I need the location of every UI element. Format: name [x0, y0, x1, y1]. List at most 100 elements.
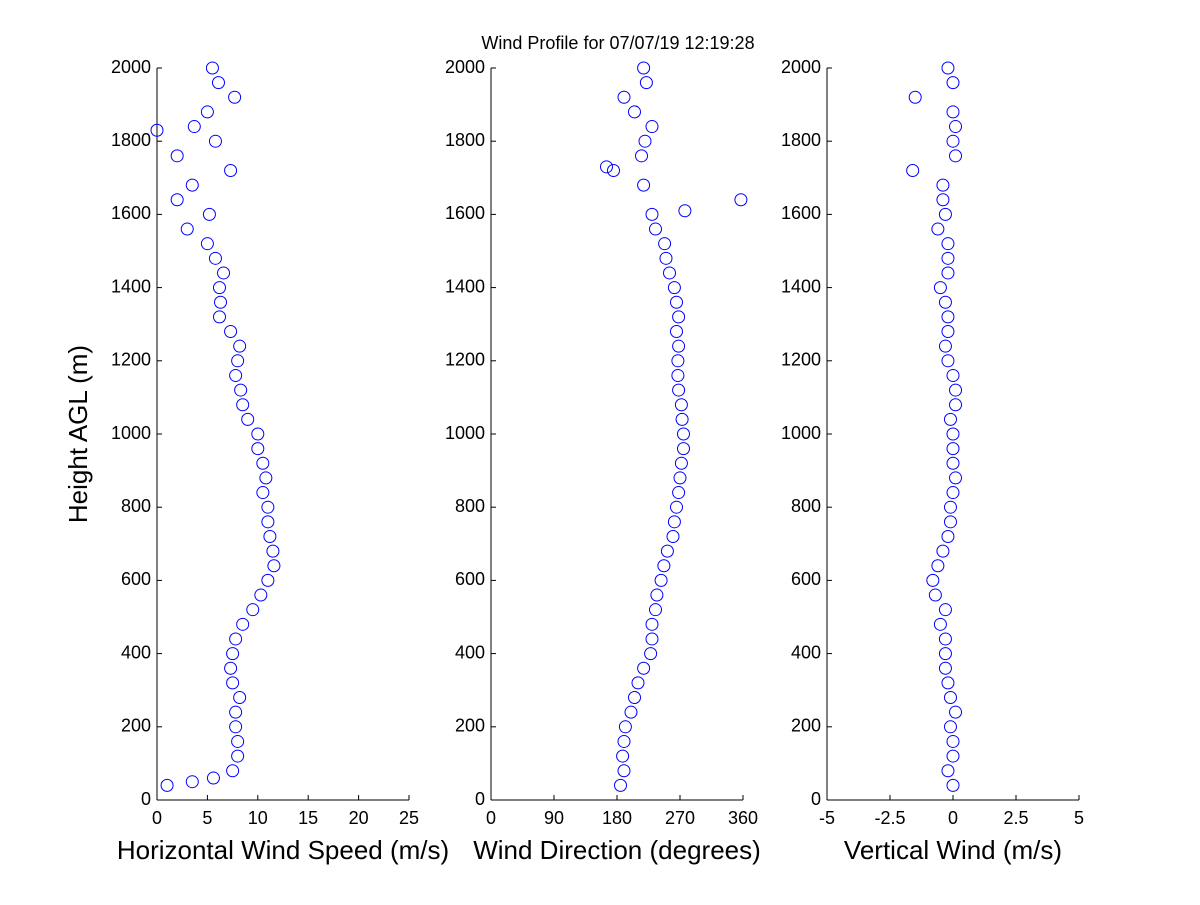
y-tick-label: 400	[121, 642, 151, 662]
data-point	[185, 775, 199, 789]
data-point	[628, 105, 641, 119]
y-tick-label: 1200	[781, 350, 821, 370]
y-tick-label: 1400	[111, 276, 151, 296]
y-tick-label: 200	[455, 716, 485, 736]
data-point	[654, 573, 668, 587]
data-point	[645, 632, 659, 646]
data-point	[631, 676, 645, 690]
data-point	[933, 617, 947, 631]
x-tick-label: -5	[819, 808, 835, 828]
data-point	[212, 281, 226, 295]
data-point	[246, 603, 260, 617]
data-point	[208, 251, 222, 265]
y-tick-label: 1600	[445, 203, 485, 223]
data-point	[617, 764, 631, 778]
data-point	[663, 266, 676, 280]
data-point	[928, 588, 942, 602]
data-point	[941, 354, 955, 368]
data-point	[259, 471, 273, 485]
data-point	[941, 237, 955, 251]
data-point	[231, 354, 245, 368]
x-tick-label: 0	[948, 808, 958, 828]
y-tick-label: 1000	[111, 423, 151, 443]
data-point	[212, 310, 226, 324]
x-tick-label: 15	[298, 808, 318, 828]
data-point	[208, 134, 222, 148]
y-tick-label: 0	[811, 789, 821, 809]
x-tick-label: -2.5	[874, 808, 905, 828]
data-point	[659, 251, 673, 265]
data-point	[672, 310, 686, 324]
data-point	[946, 734, 960, 748]
data-point	[233, 339, 247, 353]
y-tick-label: 1400	[445, 276, 485, 296]
data-point	[254, 588, 268, 602]
data-point	[906, 163, 920, 177]
data-point	[941, 266, 955, 280]
data-point	[256, 456, 270, 470]
data-point	[637, 178, 651, 192]
data-point	[617, 734, 631, 748]
data-point	[677, 442, 690, 456]
data-point	[670, 325, 683, 339]
data-point	[150, 123, 164, 137]
data-point	[263, 529, 277, 543]
data-point	[949, 383, 963, 397]
data-point	[229, 368, 243, 382]
data-point	[217, 266, 231, 280]
data-point	[637, 61, 651, 75]
data-point	[200, 237, 214, 251]
data-point	[931, 222, 945, 236]
y-tick-label: 1600	[111, 203, 151, 223]
data-point	[938, 661, 952, 675]
data-point	[938, 295, 952, 309]
data-point	[224, 163, 238, 177]
data-point	[941, 325, 955, 339]
data-point	[229, 705, 243, 719]
data-point	[228, 90, 242, 104]
data-point	[645, 207, 659, 221]
data-point	[667, 515, 681, 529]
data-point	[256, 486, 270, 500]
data-point	[649, 603, 662, 617]
data-point	[938, 647, 952, 661]
data-point	[671, 368, 685, 382]
data-point	[946, 76, 960, 90]
data-point	[936, 193, 950, 207]
data-point	[229, 720, 243, 734]
data-point	[624, 705, 638, 719]
data-point	[946, 105, 960, 119]
data-point	[261, 500, 275, 514]
data-point	[266, 544, 280, 558]
data-point	[226, 647, 240, 661]
data-point	[671, 354, 685, 368]
data-point	[943, 720, 957, 734]
x-tick-label: 20	[349, 808, 369, 828]
x-tick-label: 0	[152, 808, 162, 828]
data-point	[614, 778, 627, 792]
data-point	[231, 749, 245, 763]
y-tick-label: 1800	[111, 130, 151, 150]
data-point	[938, 603, 952, 617]
y-tick-label: 1200	[445, 350, 485, 370]
data-point	[251, 427, 265, 441]
data-point	[637, 661, 651, 675]
data-point	[926, 573, 940, 587]
data-point	[670, 500, 683, 514]
y-tick-label: 1800	[781, 130, 821, 150]
y-tick-label: 0	[475, 789, 485, 809]
data-point	[657, 559, 671, 573]
data-point	[674, 456, 688, 470]
y-tick-label: 200	[791, 716, 821, 736]
data-point	[214, 295, 228, 309]
data-point	[946, 427, 960, 441]
y-tick-label: 400	[455, 642, 485, 662]
y-tick-label: 2000	[111, 57, 151, 77]
data-point	[170, 193, 184, 207]
data-point	[941, 529, 955, 543]
data-point	[170, 149, 184, 163]
x-tick-label: 360	[728, 808, 758, 828]
data-point	[941, 310, 955, 324]
data-point	[261, 573, 275, 587]
